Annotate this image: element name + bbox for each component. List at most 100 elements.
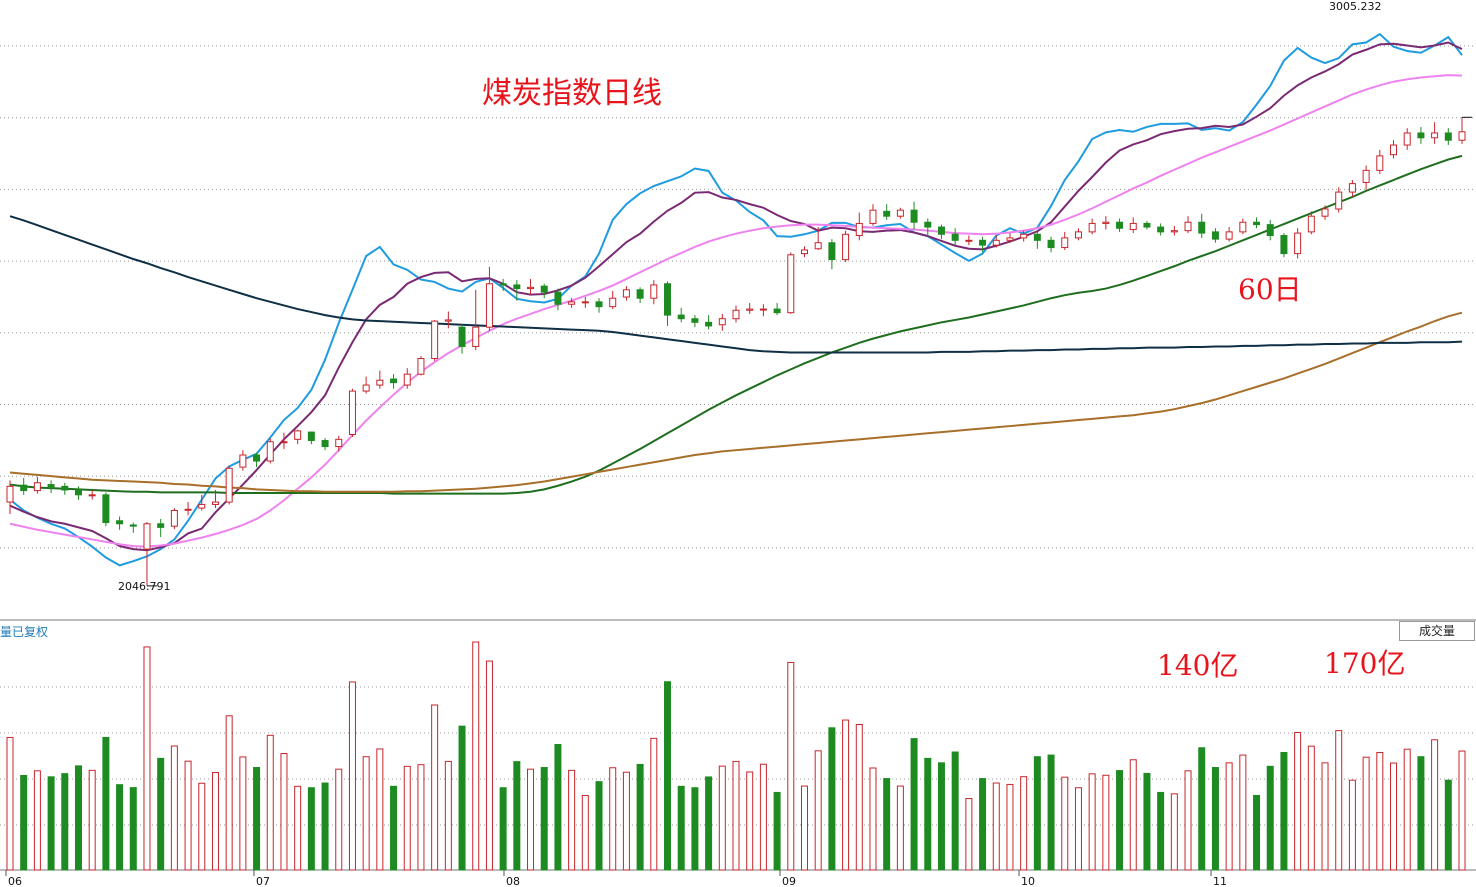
candle-body (1444, 132, 1452, 141)
volume-bar (294, 785, 302, 871)
candle-body (595, 301, 603, 308)
volume-bar (732, 760, 740, 871)
volume-bar (1253, 794, 1261, 871)
volume-bar (1225, 762, 1233, 871)
candle-body (472, 326, 480, 347)
candle-body (1074, 231, 1082, 239)
volume-bar (1417, 756, 1425, 871)
candle-body (842, 233, 850, 261)
candle-body (1348, 183, 1356, 193)
candle-body (554, 291, 562, 305)
volume-bar (937, 762, 945, 871)
candle-body (527, 286, 535, 290)
volume-bar (102, 736, 110, 871)
volume-bar (47, 776, 55, 871)
volume-bar (1074, 787, 1082, 871)
x-tick-label: 07 (256, 875, 270, 887)
candle-body (88, 494, 96, 497)
candle-body (965, 239, 973, 242)
candle-body (1143, 222, 1151, 228)
volume-bar (622, 771, 630, 871)
candle-body (540, 285, 548, 293)
candle-body (677, 314, 685, 320)
candle-body (664, 283, 672, 316)
volume-bar (143, 646, 151, 871)
volume-bar (1390, 762, 1398, 871)
candle-body (1157, 226, 1165, 233)
x-tick-label: 11 (1213, 875, 1227, 887)
volume-bar (595, 781, 603, 871)
candle-body (157, 523, 165, 528)
volume-bar (554, 743, 562, 871)
volume-bar (321, 782, 329, 871)
candle-body (979, 239, 987, 246)
candle-body (1088, 222, 1096, 233)
candle-body (1116, 221, 1124, 229)
candle-body (211, 501, 219, 505)
volume-bar (1033, 756, 1041, 871)
volume-bar (896, 785, 904, 871)
volume-bar (527, 768, 535, 871)
candle-body (650, 284, 658, 299)
volume-bar (6, 736, 14, 871)
volume-bar (540, 767, 548, 871)
volume-bar (869, 767, 877, 871)
volume-bar (1239, 754, 1247, 871)
ma60-annotation: 60日 (1238, 273, 1302, 306)
candle-body (1294, 232, 1302, 255)
candle-body (253, 454, 261, 462)
volume-bar (431, 704, 439, 871)
candle-body (129, 524, 137, 527)
candle-body (1225, 231, 1233, 240)
candle-body (431, 320, 439, 360)
x-tick-label: 09 (782, 875, 796, 887)
candle-body (869, 209, 877, 224)
volume-bar (1444, 779, 1452, 871)
x-tick-label: 10 (1021, 875, 1035, 887)
candle-body (910, 209, 918, 223)
candle-body (1417, 132, 1425, 139)
volume-bar (773, 791, 781, 871)
volume-bar (513, 761, 521, 871)
volume-bar (253, 767, 261, 871)
volume-bar (677, 785, 685, 871)
candle-body (992, 239, 1000, 246)
volume-bar (1307, 745, 1315, 871)
candle-body (20, 484, 28, 492)
candle-body (74, 489, 82, 496)
candle-body (636, 289, 644, 299)
volume-bar (787, 661, 795, 871)
volume-bar (718, 765, 726, 871)
candle-body (47, 484, 55, 489)
volume-bar (266, 734, 274, 871)
volume-bar (376, 748, 384, 871)
volume-bar (1403, 748, 1411, 871)
volume-button[interactable]: 成交量 (1399, 621, 1475, 641)
x-tick-label: 06 (8, 875, 22, 887)
candle-body (773, 308, 781, 314)
volume-bar (1129, 759, 1137, 871)
candle-body (1321, 208, 1329, 217)
candle-body (691, 318, 699, 323)
candle-body (1458, 131, 1466, 141)
ma60-line (9, 154, 1463, 495)
volume-bar (129, 787, 137, 871)
volume-bar (499, 787, 507, 871)
candle-body (1266, 224, 1274, 236)
volume-bar (280, 753, 288, 871)
candle-body (1211, 231, 1219, 240)
candle-body (294, 430, 302, 440)
volume-bar (1116, 770, 1124, 871)
candle-body (622, 289, 630, 298)
volume-annotation-140: 140亿 (1157, 649, 1239, 682)
volume-bar (842, 719, 850, 871)
volume-bar (88, 769, 96, 871)
volume-bar (1047, 754, 1055, 871)
volume-bar (1266, 765, 1274, 871)
candle-body (6, 485, 14, 503)
candle-body (1102, 221, 1110, 224)
volume-bar (855, 724, 863, 871)
candle-body (485, 283, 493, 328)
volume-bar (1348, 779, 1356, 871)
candle-body (102, 494, 110, 524)
